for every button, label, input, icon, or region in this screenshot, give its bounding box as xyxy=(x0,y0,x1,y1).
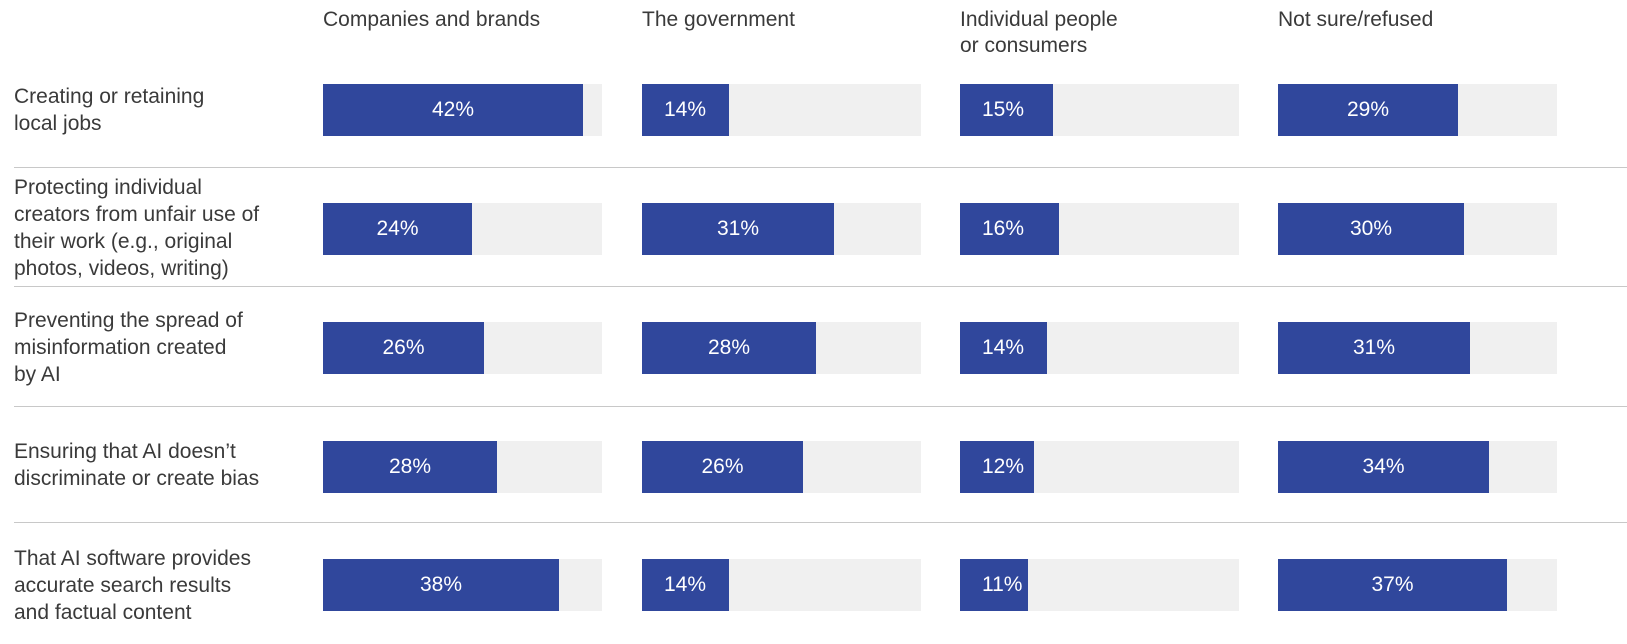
bar-value-label: 38% xyxy=(419,573,463,596)
bar: 30% xyxy=(1278,203,1464,255)
bar-track: 15% xyxy=(960,84,1239,136)
bar-track: 26% xyxy=(323,322,602,374)
column-header: The government xyxy=(642,8,795,31)
row-divider xyxy=(14,406,1627,407)
bar-track: 31% xyxy=(642,203,921,255)
row-label: Preventing the spread of misinformation … xyxy=(14,309,243,386)
bar: 37% xyxy=(1278,559,1507,611)
bar: 29% xyxy=(1278,84,1458,136)
bar-value-label: 26% xyxy=(701,455,744,478)
bar-value-label: 30% xyxy=(1349,217,1393,240)
bar-track: 38% xyxy=(323,559,602,611)
row-label: That AI software provides accurate searc… xyxy=(14,547,251,624)
bar: 38% xyxy=(323,559,559,611)
column-header: Individual people or consumers xyxy=(960,8,1118,57)
bar: 15% xyxy=(960,84,1053,136)
bar-track: 31% xyxy=(1278,322,1557,374)
row-label: Creating or retaining local jobs xyxy=(14,85,205,135)
row-divider xyxy=(14,167,1627,168)
bar-value-label: 14% xyxy=(664,573,707,596)
bar-value-label: 26% xyxy=(382,336,425,359)
bar-value-label: 14% xyxy=(664,98,707,121)
bar: 14% xyxy=(960,322,1047,374)
bar: 11% xyxy=(960,559,1028,611)
column-header: Not sure/refused xyxy=(1278,8,1434,31)
bar-value-label: 31% xyxy=(716,217,760,240)
row-label: Ensuring that AI doesn’t discriminate or… xyxy=(14,440,260,490)
bar-track: 42% xyxy=(323,84,602,136)
bar-track: 12% xyxy=(960,441,1239,493)
bar-value-label: 34% xyxy=(1362,455,1405,478)
bar-value-label: 29% xyxy=(1346,98,1390,121)
column-header: Companies and brands xyxy=(323,8,541,31)
bar: 28% xyxy=(642,322,816,374)
bar: 12% xyxy=(960,441,1034,493)
bar: 14% xyxy=(642,559,729,611)
bar-value-label: 37% xyxy=(1371,573,1414,596)
bar-track: 26% xyxy=(642,441,921,493)
bar-value-label: 28% xyxy=(388,455,432,478)
bar-value-label: 42% xyxy=(431,98,475,121)
bar-value-label: 24% xyxy=(376,217,419,240)
bar: 31% xyxy=(642,203,834,255)
bar: 16% xyxy=(960,203,1059,255)
bar-track: 37% xyxy=(1278,559,1557,611)
bar-value-label: 15% xyxy=(982,98,1025,121)
bar-track: 24% xyxy=(323,203,602,255)
bar-value-label: 12% xyxy=(982,455,1025,478)
bar: 26% xyxy=(642,441,803,493)
bar-track: 14% xyxy=(960,322,1239,374)
row-label: Protecting individual creators from unfa… xyxy=(14,176,260,280)
bar: 31% xyxy=(1278,322,1470,374)
bar: 28% xyxy=(323,441,497,493)
bar-track: 29% xyxy=(1278,84,1557,136)
bar-track: 28% xyxy=(642,322,921,374)
bar-value-label: 11% xyxy=(982,573,1023,596)
bar-track: 16% xyxy=(960,203,1239,255)
bar-track: 11% xyxy=(960,559,1239,611)
bar-value-label: 31% xyxy=(1352,336,1396,359)
row-divider xyxy=(14,286,1627,287)
bar: 42% xyxy=(323,84,583,136)
bar: 26% xyxy=(323,322,484,374)
bar-track: 14% xyxy=(642,84,921,136)
bar-track: 34% xyxy=(1278,441,1557,493)
bar: 34% xyxy=(1278,441,1489,493)
bar: 24% xyxy=(323,203,472,255)
bar-value-label: 16% xyxy=(982,217,1025,240)
bar-track: 28% xyxy=(323,441,602,493)
bar: 14% xyxy=(642,84,729,136)
bar-value-label: 28% xyxy=(707,336,751,359)
bar-track: 30% xyxy=(1278,203,1557,255)
row-divider xyxy=(14,522,1627,523)
bar-track: 14% xyxy=(642,559,921,611)
bar-value-label: 14% xyxy=(982,336,1025,359)
